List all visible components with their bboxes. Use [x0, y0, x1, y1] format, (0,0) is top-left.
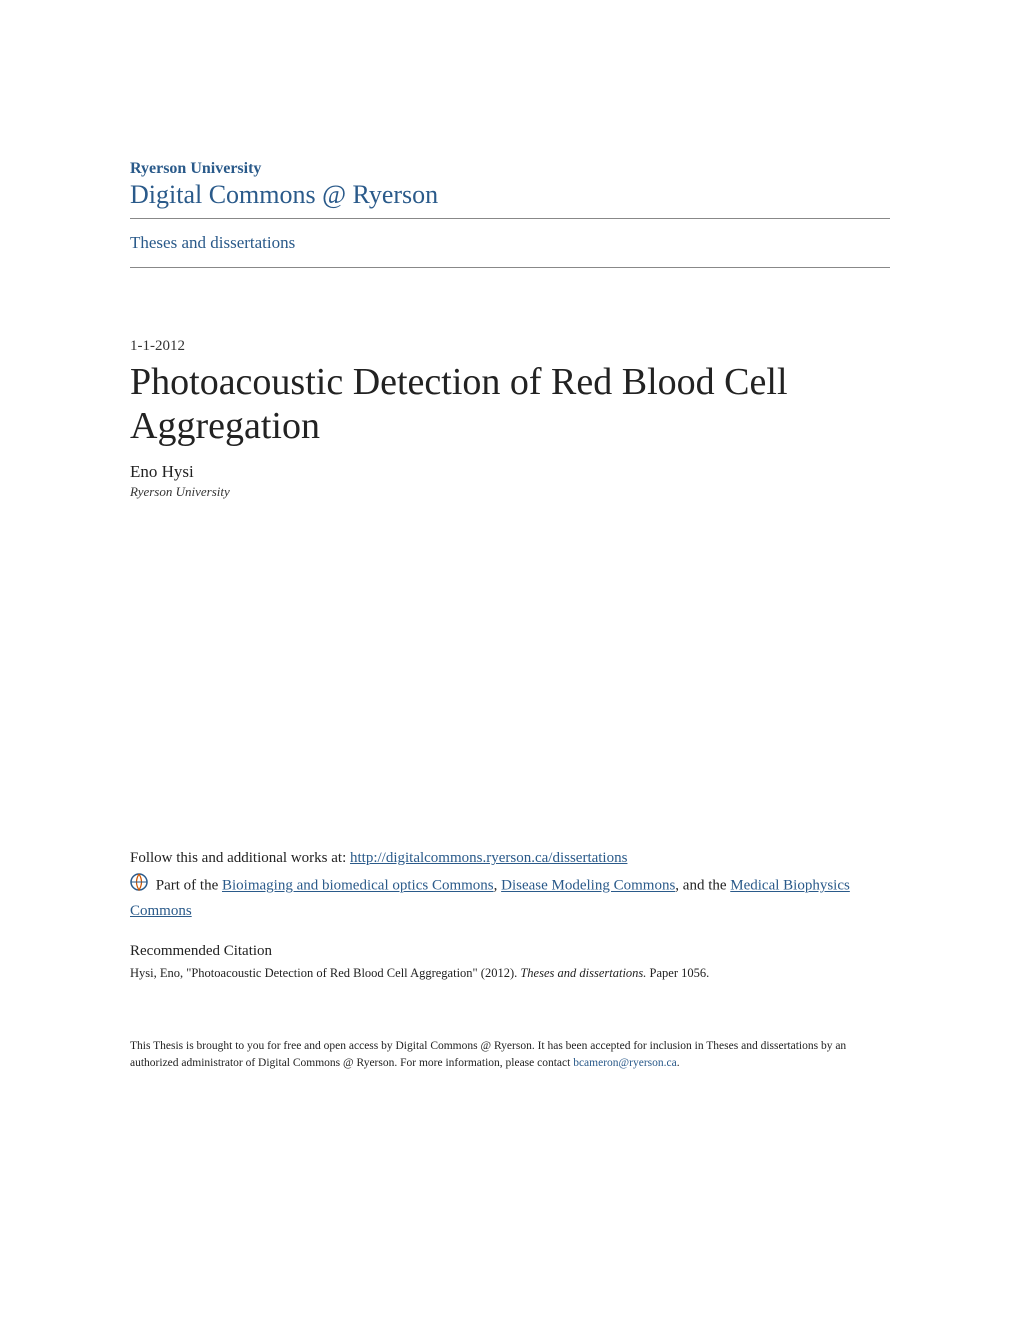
network-icon	[130, 873, 148, 899]
citation-prefix: Hysi, Eno, "Photoacoustic Detection of R…	[130, 966, 520, 980]
partof-sep1: ,	[494, 878, 502, 894]
follow-prefix: Follow this and additional works at:	[130, 850, 350, 866]
institution-name: Ryerson University	[130, 160, 890, 178]
footer-suffix: .	[677, 1057, 680, 1069]
commons-link-2[interactable]: Disease Modeling Commons	[501, 878, 675, 894]
collection-link[interactable]: Theses and dissertations	[130, 233, 295, 252]
author-affiliation: Ryerson University	[130, 484, 890, 500]
commons-link-1[interactable]: Bioimaging and biomedical optics Commons	[222, 878, 494, 894]
publication-date: 1-1-2012	[130, 338, 890, 355]
citation-series: Theses and dissertations.	[520, 966, 646, 980]
paper-title: Photoacoustic Detection of Red Blood Cel…	[130, 361, 890, 448]
citation-suffix: Paper 1056.	[646, 966, 709, 980]
divider-bottom	[130, 267, 890, 268]
citation-text: Hysi, Eno, "Photoacoustic Detection of R…	[130, 964, 890, 983]
collection-row: Theses and dissertations	[130, 219, 890, 267]
partof-prefix: Part of the	[156, 878, 222, 894]
follow-line: Follow this and additional works at: htt…	[130, 850, 890, 867]
part-of-line: Part of the Bioimaging and biomedical op…	[130, 873, 890, 923]
repository-name[interactable]: Digital Commons @ Ryerson	[130, 180, 890, 210]
content-spacer	[130, 500, 890, 850]
partof-sep2: , and the	[675, 878, 730, 894]
footer-contact-link[interactable]: bcameron@ryerson.ca	[573, 1057, 677, 1069]
citation-heading: Recommended Citation	[130, 943, 890, 960]
footer-prefix: This Thesis is brought to you for free a…	[130, 1040, 846, 1069]
author-name: Eno Hysi	[130, 462, 890, 482]
follow-url-link[interactable]: http://digitalcommons.ryerson.ca/dissert…	[350, 850, 627, 866]
footer-text: This Thesis is brought to you for free a…	[130, 1038, 890, 1073]
